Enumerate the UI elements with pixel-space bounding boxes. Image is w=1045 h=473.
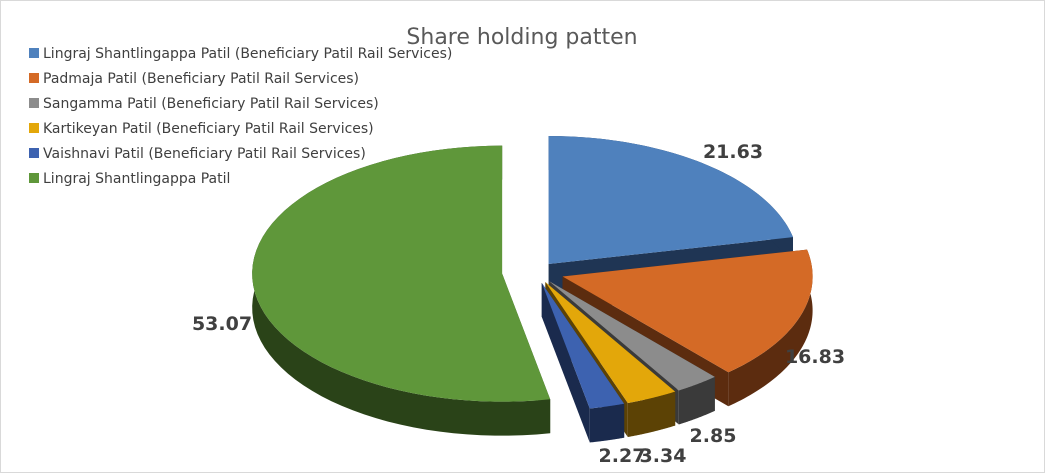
legend: Lingraj Shantlingappa Patil (Beneficiary… xyxy=(29,46,452,187)
data-label: 3.34 xyxy=(640,445,687,467)
legend-swatch xyxy=(29,173,39,183)
data-labels: 21.63 16.83 2.853.342.27 53.07 xyxy=(192,141,845,467)
pie-slices xyxy=(252,136,813,443)
data-label: 53.07 xyxy=(192,313,252,335)
legend-entry: Lingraj Shantlingappa Patil xyxy=(43,171,230,187)
data-label: 2.27 xyxy=(599,445,646,467)
data-label: 21.63 xyxy=(703,141,763,163)
data-label: 16.83 xyxy=(785,346,845,368)
chart-title: Share holding patten xyxy=(406,25,637,50)
legend-entry: Padmaja Patil (Beneficiary Patil Rail Se… xyxy=(43,71,359,87)
data-label: 2.85 xyxy=(690,425,737,447)
legend-entry: Sangamma Patil (Beneficiary Patil Rail S… xyxy=(43,96,379,112)
legend-swatch xyxy=(29,98,39,108)
legend-swatch xyxy=(29,148,39,158)
legend-entry: Lingraj Shantlingappa Patil (Beneficiary… xyxy=(43,46,452,62)
pie-slice xyxy=(252,145,551,436)
legend-entry: Vaishnavi Patil (Beneficiary Patil Rail … xyxy=(43,146,366,162)
legend-swatch xyxy=(29,123,39,133)
pie-slice xyxy=(541,282,625,443)
legend-swatch xyxy=(29,73,39,83)
legend-swatch xyxy=(29,48,39,58)
legend-entry: Kartikeyan Patil (Beneficiary Patil Rail… xyxy=(43,121,374,137)
